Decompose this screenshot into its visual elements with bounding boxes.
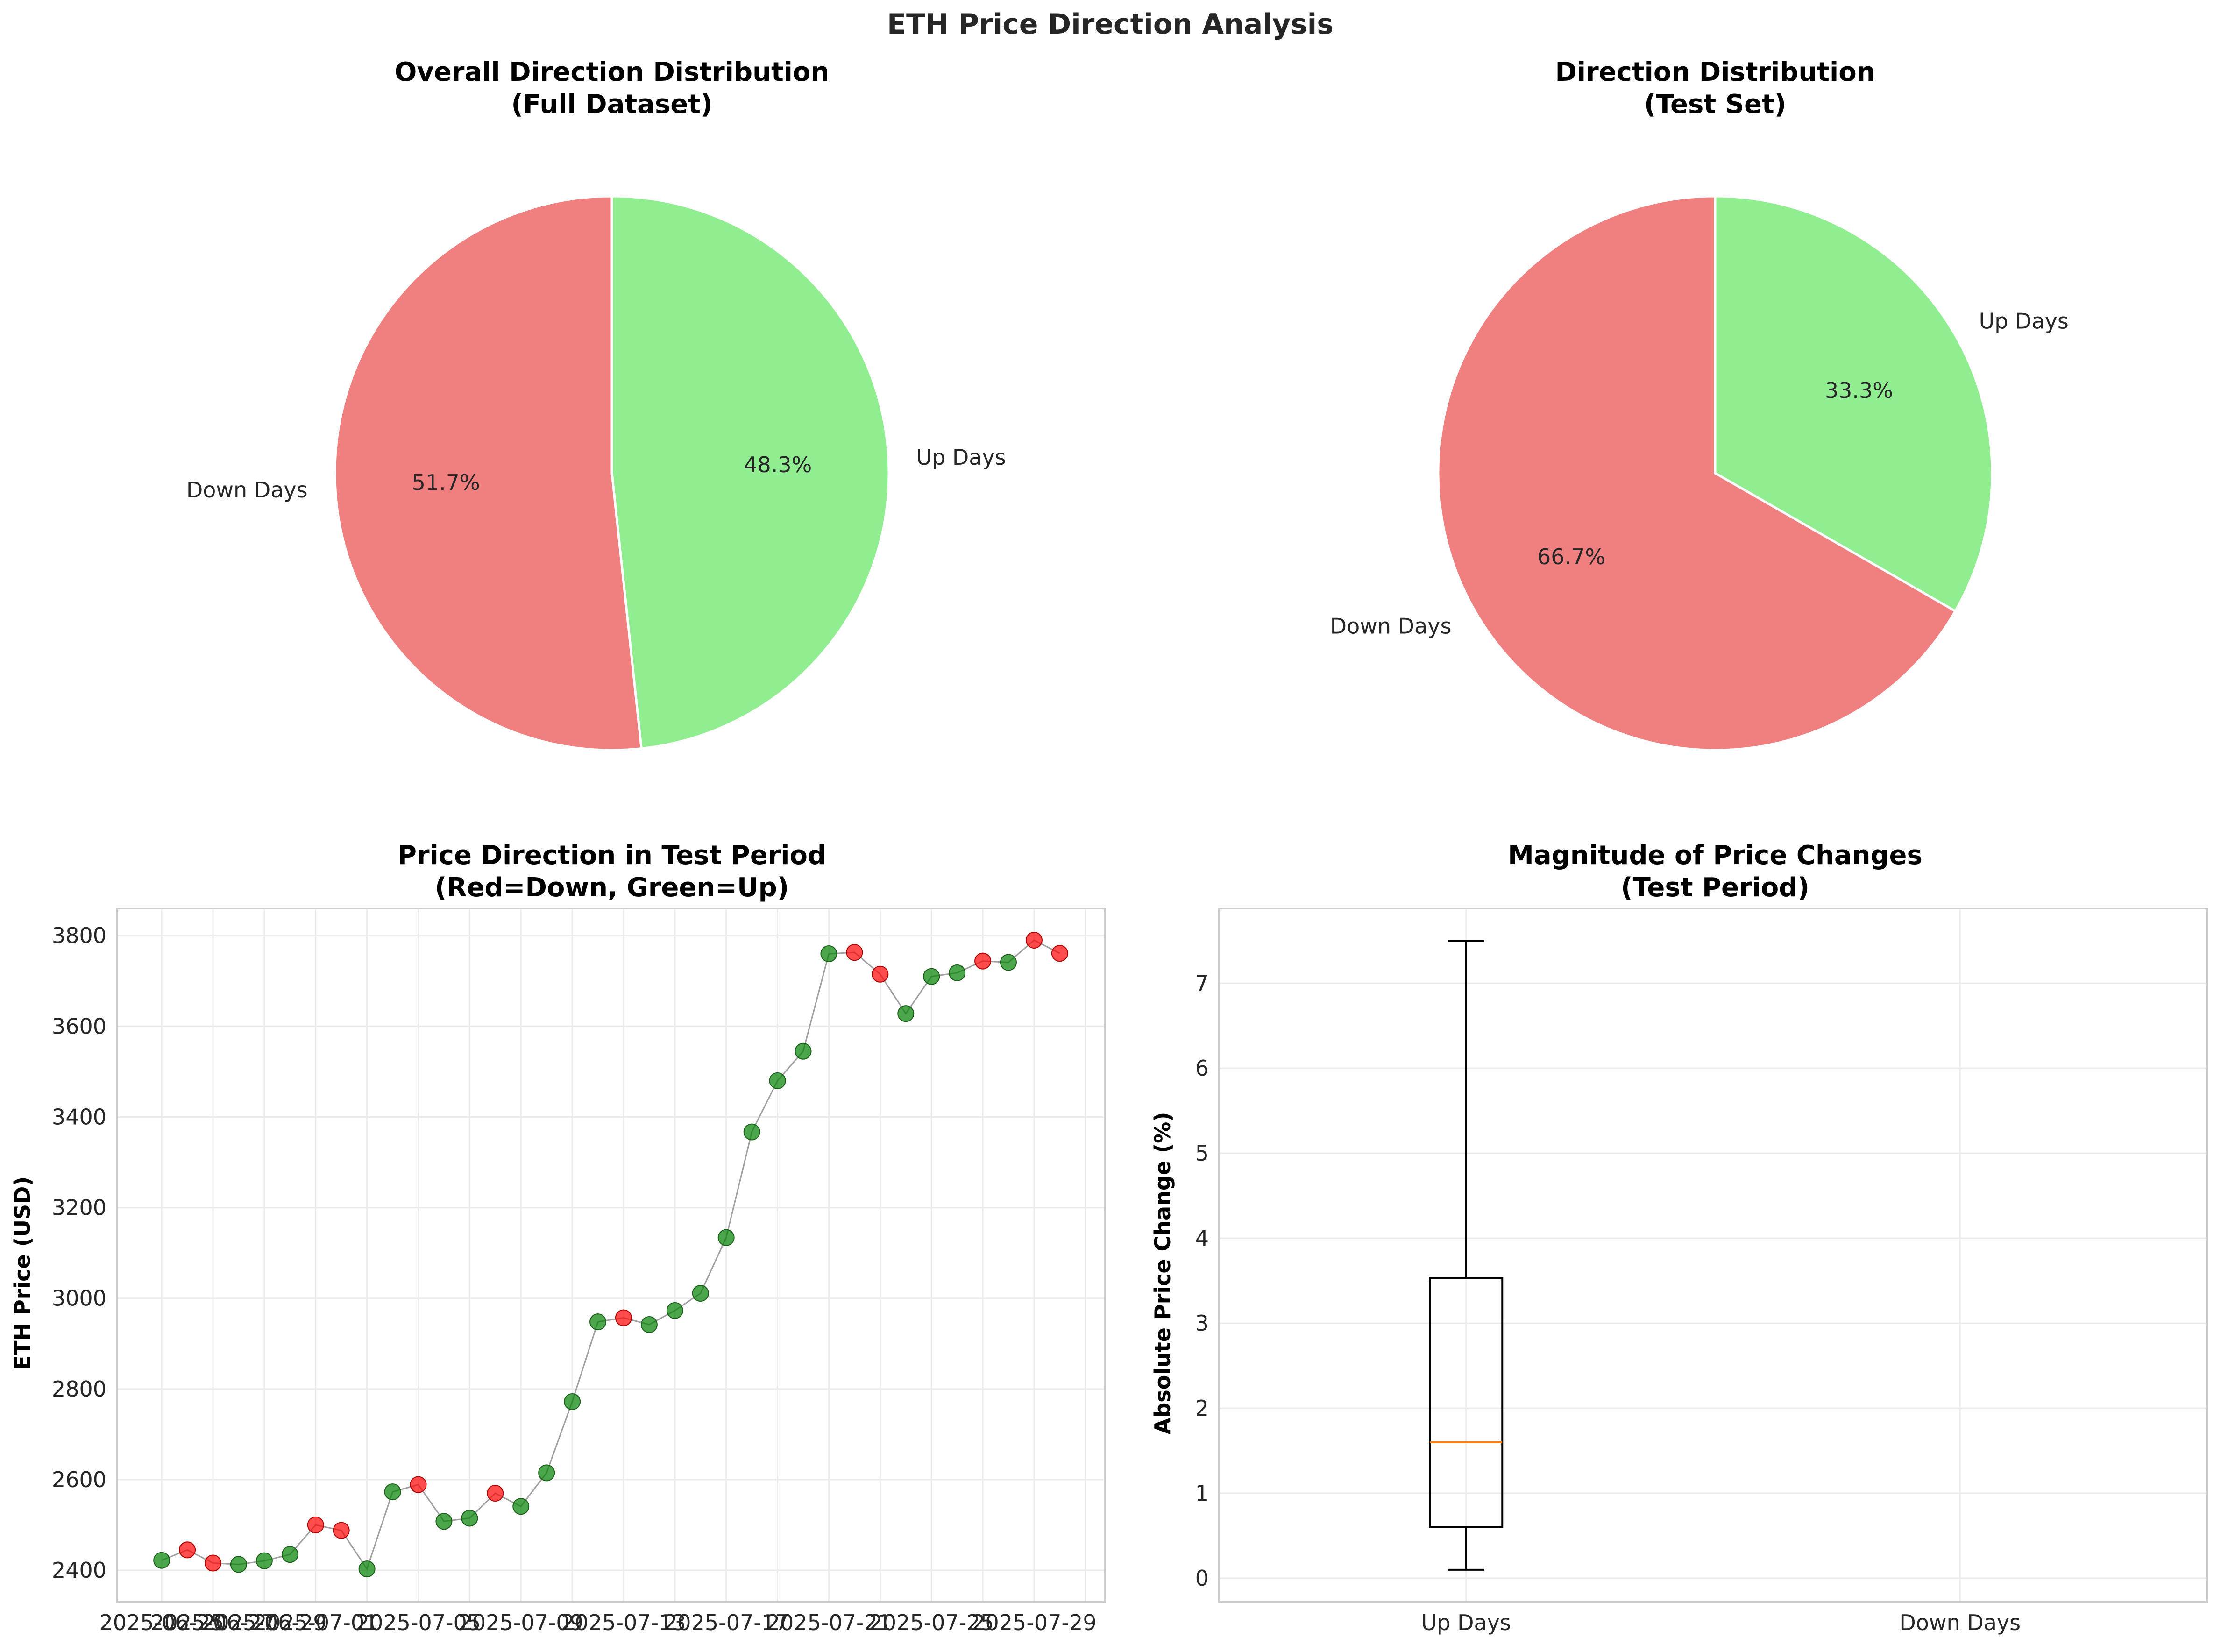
figure-suptitle: ETH Price Direction Analysis [887,8,1334,41]
scatter-point-down [179,1541,196,1559]
scatter-point-up [358,1560,376,1578]
box-ytick-label: 0 [1195,1566,1209,1591]
pie1-label-up-days: Up Days [916,445,1006,470]
pie1-slice-down-days [334,195,643,752]
scatter-ytick-label: 3400 [52,1104,106,1129]
scatter-title-line1: Price Direction in Test Period [397,840,826,871]
scatter-point-up [692,1285,709,1302]
scatter-point-up [384,1483,401,1501]
scatter-point-down [1025,931,1043,949]
scatter-xtick-label: 2025-07-05 [356,1610,481,1635]
box-xtick-label: Up Days [1421,1610,1511,1635]
box-ytick-label: 5 [1195,1141,1209,1166]
scatter-point-up [589,1313,607,1331]
scatter-point-down [307,1517,324,1533]
scatter-point-down [1051,945,1068,962]
scatter-ytick-label: 3800 [52,923,106,948]
scatter-ytick-label: 3000 [52,1286,106,1311]
scatter-ytick-label: 2400 [52,1558,106,1583]
pie2-label-down-days: Down Days [1330,614,1452,639]
scatter-xtick-label: 2025-07-29 [972,1610,1096,1635]
pie2-slice-up-days [1714,195,1994,613]
box-ytick-label: 2 [1195,1396,1209,1421]
scatter-point-up [923,968,940,985]
scatter-point-down [872,965,889,983]
scatter-point-up [435,1513,453,1530]
box-axes-frame [1218,908,2208,1603]
scatter-xtick-label: 2025-07-13 [561,1610,686,1635]
box-title-line1: Magnitude of Price Changes [1508,840,1923,871]
box-ytick-label: 4 [1195,1226,1209,1251]
pie1-pct-label-up-days: 48.3% [744,452,812,477]
scatter-point-up [461,1510,478,1527]
scatter-xtick-label: 2025-06-29 [202,1610,326,1635]
scatter-point-down [410,1476,427,1493]
scatter-xtick-label: 2025-07-09 [459,1610,583,1635]
scatter-price-line [161,939,1060,1571]
pie2-title-line2: (Test Set) [1644,89,1787,120]
scatter-xtick-label: 2025-06-25 [99,1610,224,1635]
scatter-point-up [897,1005,915,1022]
pie1-pct-label-down-days: 51.7% [412,470,480,495]
scatter-xtick-label: 2025-07-21 [766,1610,891,1635]
scatter-point-up [255,1552,273,1569]
scatter-point-up [153,1552,170,1569]
scatter-xtick-label: 2025-07-17 [664,1610,788,1635]
box-xtick-label: Down Days [1899,1610,2021,1635]
magnitude-box-plot: Magnitude of Price Changes (Test Period)… [1150,840,2208,1635]
scatter-point-up [666,1302,683,1319]
scatter-point-down [205,1554,222,1572]
scatter-point-up [820,945,837,963]
scatter-point-up [564,1393,581,1410]
scatter-point-up [949,964,966,981]
pie2-title-line1: Direction Distribution [1555,57,1875,87]
box-ytick-label: 6 [1195,1056,1209,1081]
scatter-point-down [615,1309,632,1326]
scatter-point-up [640,1316,658,1333]
box-ytick-label: 1 [1195,1481,1209,1506]
price-direction-chart: Price Direction in Test Period (Red=Down… [10,840,1106,1635]
scatter-point-up [769,1072,786,1089]
scatter-ytick-label: 2600 [52,1467,106,1492]
pie-chart-full-dataset: Overall Direction Distribution (Full Dat… [186,57,1006,752]
pie1-slice-up-days [610,195,890,750]
scatter-point-down [487,1485,504,1502]
box-ytick-label: 7 [1195,971,1209,996]
scatter-ytick-label: 3200 [52,1195,106,1220]
scatter-point-down [974,952,992,970]
scatter-point-up [512,1498,530,1515]
scatter-point-up [743,1123,760,1141]
scatter-point-down [333,1522,350,1539]
scatter-ylabel: ETH Price (USD) [10,1177,35,1370]
scatter-ytick-label: 3600 [52,1014,106,1039]
scatter-point-up [538,1464,555,1482]
scatter-ytick-label: 2800 [52,1376,106,1402]
scatter-point-up [281,1546,298,1563]
scatter-point-up [1000,954,1017,971]
scatter-point-up [717,1229,735,1246]
pie1-label-down-days: Down Days [186,477,308,503]
pie1-title-line1: Overall Direction Distribution [395,57,830,87]
scatter-point-down [846,944,863,961]
scatter-xtick-label: 2025-07-25 [869,1610,994,1635]
box-iqr-up-days [1429,1277,1504,1528]
pie2-slice-down-days [1437,195,1957,752]
scatter-xtick-label: 2025-07-01 [253,1610,378,1635]
pie1-title-line2: (Full Dataset) [511,89,712,120]
box-ytick-label: 3 [1195,1311,1209,1336]
scatter-point-up [795,1042,812,1060]
pie2-pct-label-down-days: 66.7% [1537,544,1605,569]
scatter-point-up [230,1556,247,1573]
box-title-line2: (Test Period) [1621,872,1809,903]
pie-chart-test-set: Direction Distribution (Test Set) 33.3% U… [1330,57,2069,752]
scatter-xtick-label: 2025-06-27 [150,1610,275,1635]
scatter-axes-frame [116,908,1106,1603]
pie2-label-up-days: Up Days [1979,308,2069,333]
box-ylabel: Absolute Price Change (%) [1150,1112,1175,1434]
pie2-pct-label-up-days: 33.3% [1825,378,1893,403]
scatter-title-line2: (Red=Down, Green=Up) [435,872,789,903]
